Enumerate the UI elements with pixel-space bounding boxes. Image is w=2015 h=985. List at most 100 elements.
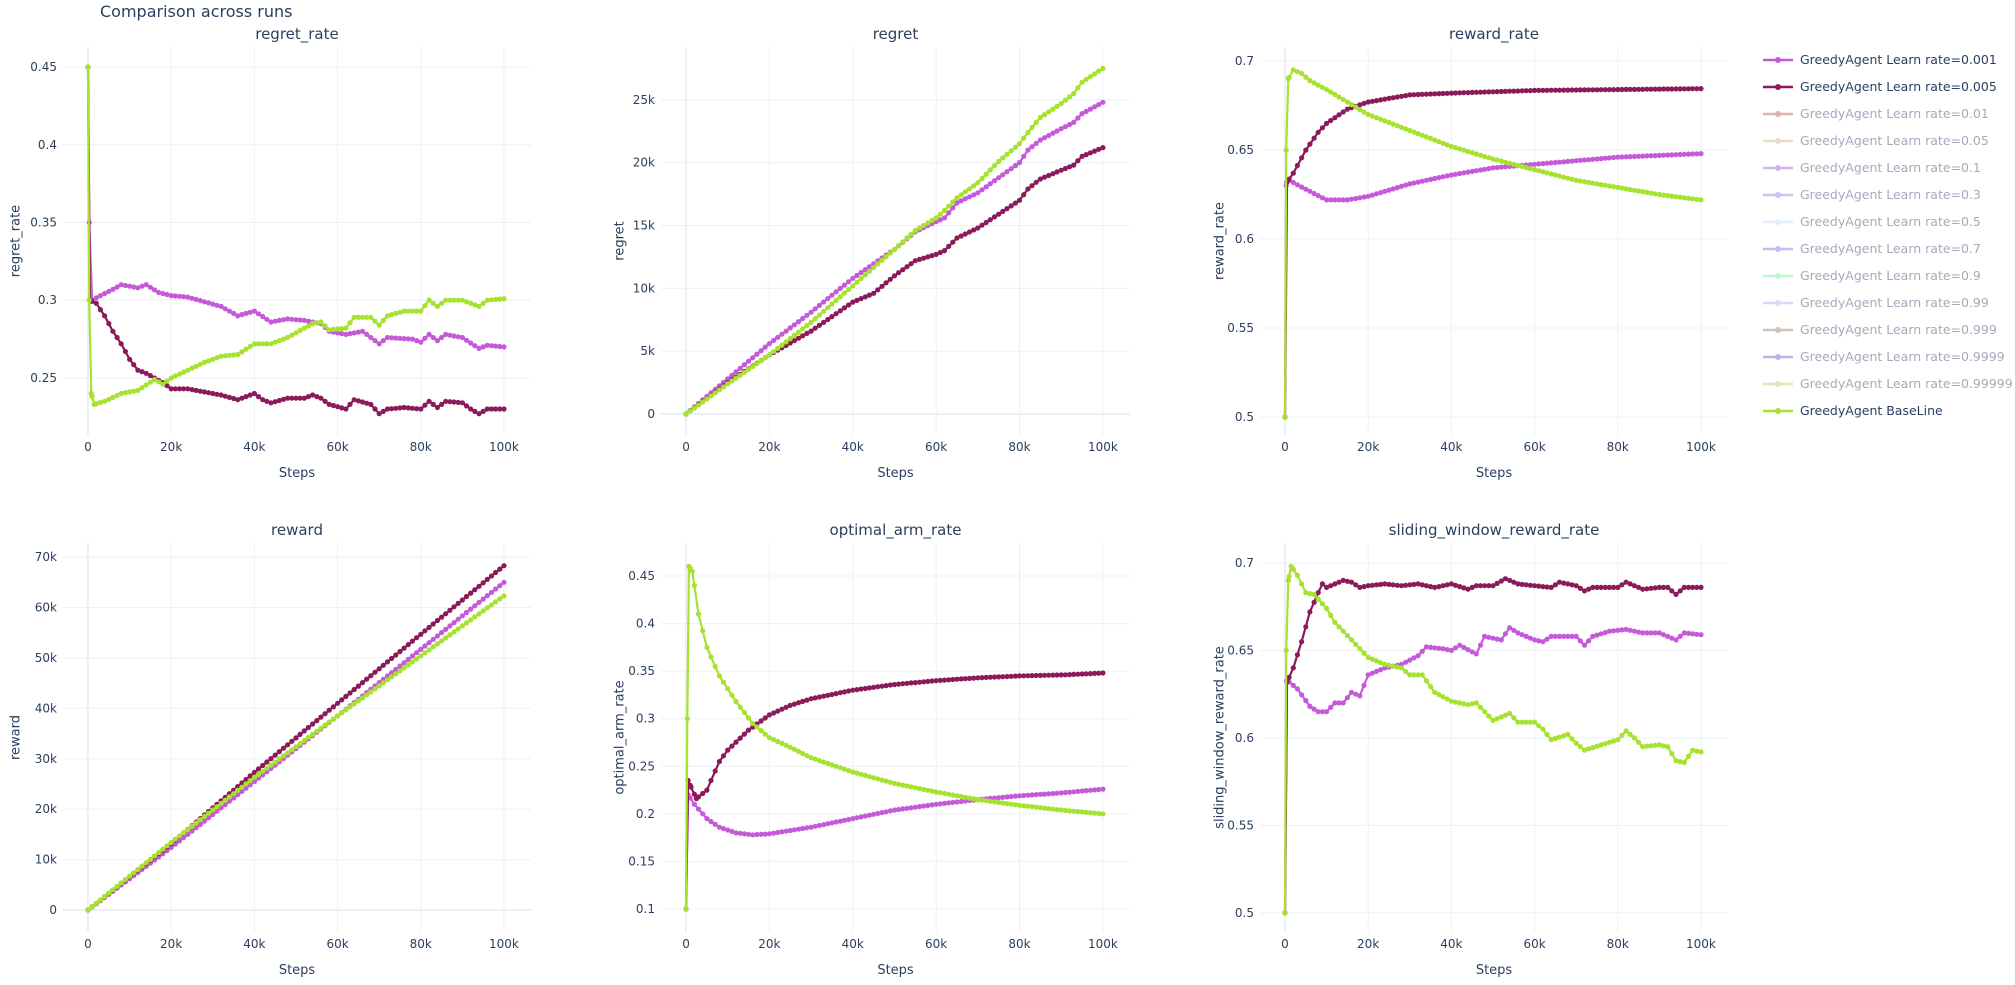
data-point [1428,584,1434,590]
data-point [1569,582,1575,588]
data-point [151,376,158,383]
legend-item[interactable]: GreedyAgent BaseLine [1760,401,2010,421]
data-point [1457,170,1463,177]
data-point [339,710,345,716]
data-point [1673,591,1679,598]
data-point [1303,147,1309,153]
legend-item[interactable]: GreedyAgent Learn rate=0.9 [1760,266,2010,286]
data-point [983,219,989,226]
data-point [1353,691,1359,697]
data-point [1532,161,1538,167]
data-point [896,781,902,787]
data-point [1598,156,1604,162]
legend-item[interactable]: GreedyAgent Learn rate=0.99 [1760,293,2010,313]
data-point [796,700,802,706]
x-tick-label: 80k [1008,440,1030,454]
legend-item[interactable]: GreedyAgent Learn rate=0.1 [1760,158,2010,178]
data-point [1328,89,1334,95]
data-point [1444,582,1450,588]
data-point [501,406,507,412]
data-point [297,731,303,738]
data-point [335,700,341,706]
data-point [139,283,145,289]
data-point [925,802,931,809]
legend-item[interactable]: GreedyAgent Learn rate=0.005 [1760,77,2010,97]
data-point [260,768,266,774]
x-tick-label: 40k [243,440,265,454]
data-point [293,395,299,401]
data-point [720,384,727,390]
data-point [1357,646,1363,652]
data-point [1029,183,1035,189]
data-point [716,824,723,830]
legend-line-marker-icon [1763,408,1793,414]
legend-item[interactable]: GreedyAgent Learn rate=0.7 [1760,239,2010,259]
data-point [1660,743,1667,749]
data-point [243,346,249,352]
data-point [825,760,831,767]
data-point [1532,583,1538,589]
data-point [1540,639,1546,645]
data-point [1403,182,1409,188]
data-point [397,648,403,655]
data-point [691,791,698,797]
data-point [1444,696,1450,702]
x-axis-title: Steps [279,466,316,481]
data-point [422,303,428,309]
data-point [896,270,902,276]
data-point [691,405,698,411]
x-tick-label: 40k [842,937,864,951]
data-point [1648,190,1654,196]
data-point [996,211,1002,217]
legend-item[interactable]: GreedyAgent Learn rate=0.001 [1760,50,2010,70]
data-point [1594,743,1600,749]
data-point [1623,579,1629,585]
x-tick-label: 20k [160,440,182,454]
data-point [501,563,507,569]
data-point [1423,134,1429,140]
data-point [389,674,395,680]
data-point [1000,800,1006,806]
data-point [1519,632,1525,638]
y-tick-label: 0 [49,903,57,917]
legend-item[interactable]: GreedyAgent Learn rate=0.3 [1760,185,2010,205]
data-point [389,406,395,412]
x-tick-label: 60k [326,937,348,951]
data-point [189,823,195,829]
data-point [1527,719,1533,725]
data-point [1627,187,1633,193]
legend-item[interactable]: GreedyAgent Learn rate=0.99999 [1760,374,2013,394]
legend-item[interactable]: GreedyAgent Learn rate=0.9999 [1760,347,2010,367]
data-point [1544,584,1550,590]
data-point [854,815,860,821]
legend-item[interactable]: GreedyAgent Learn rate=0.01 [1760,104,2010,124]
subplot-title: regret_rate [255,25,339,44]
data-point [443,297,449,303]
data-point [1652,742,1658,749]
data-point [1448,698,1454,704]
data-point [1461,585,1467,591]
data-point [1644,86,1650,92]
legend-item[interactable]: GreedyAgent Learn rate=0.05 [1760,131,2010,151]
data-point [189,828,195,834]
data-point [1029,144,1035,150]
data-point [393,666,399,672]
data-point [255,311,262,317]
data-point [1411,129,1417,135]
x-tick-label: 60k [925,937,947,951]
data-point [1498,164,1504,170]
data-point [750,363,756,370]
data-point [463,299,470,305]
data-point [1311,706,1317,712]
data-point [193,296,199,302]
legend-line-marker-icon [1763,57,1793,63]
data-point [1319,195,1325,201]
legend-item[interactable]: GreedyAgent Learn rate=0.5 [1760,212,2010,232]
legend-item[interactable]: GreedyAgent Learn rate=0.999 [1760,320,2010,340]
data-point [1498,637,1504,643]
data-point [812,306,818,312]
data-point [1092,787,1098,793]
data-point [468,340,474,346]
data-point [937,801,943,807]
data-point [189,387,195,393]
